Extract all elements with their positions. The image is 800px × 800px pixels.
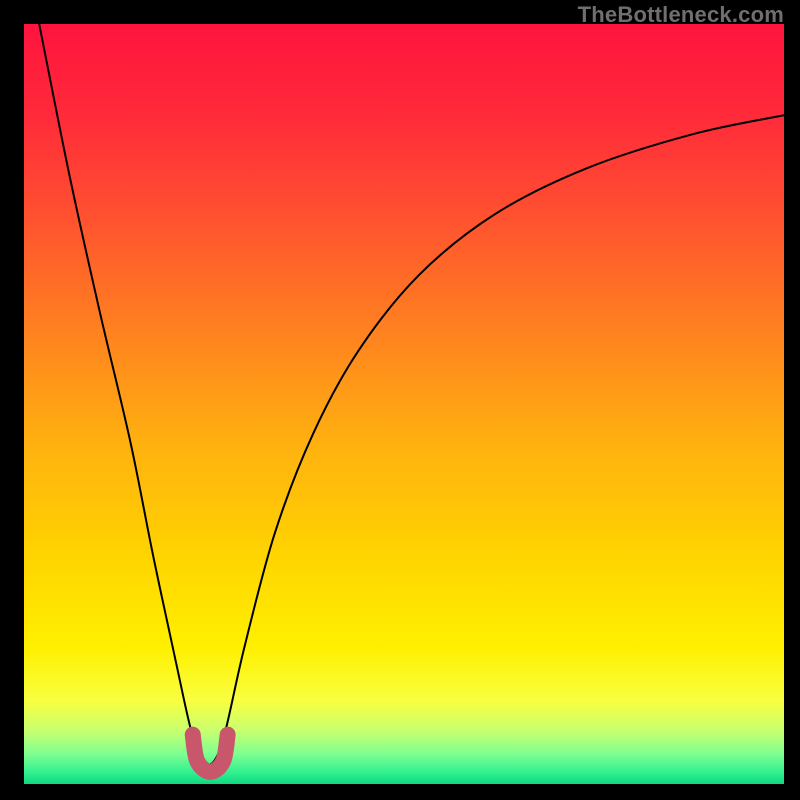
gradient-background: [24, 24, 784, 784]
plot-svg: [24, 24, 784, 784]
chart-stage: TheBottleneck.com: [0, 0, 800, 800]
watermark-text: TheBottleneck.com: [578, 2, 784, 28]
plot-area: [24, 24, 784, 784]
